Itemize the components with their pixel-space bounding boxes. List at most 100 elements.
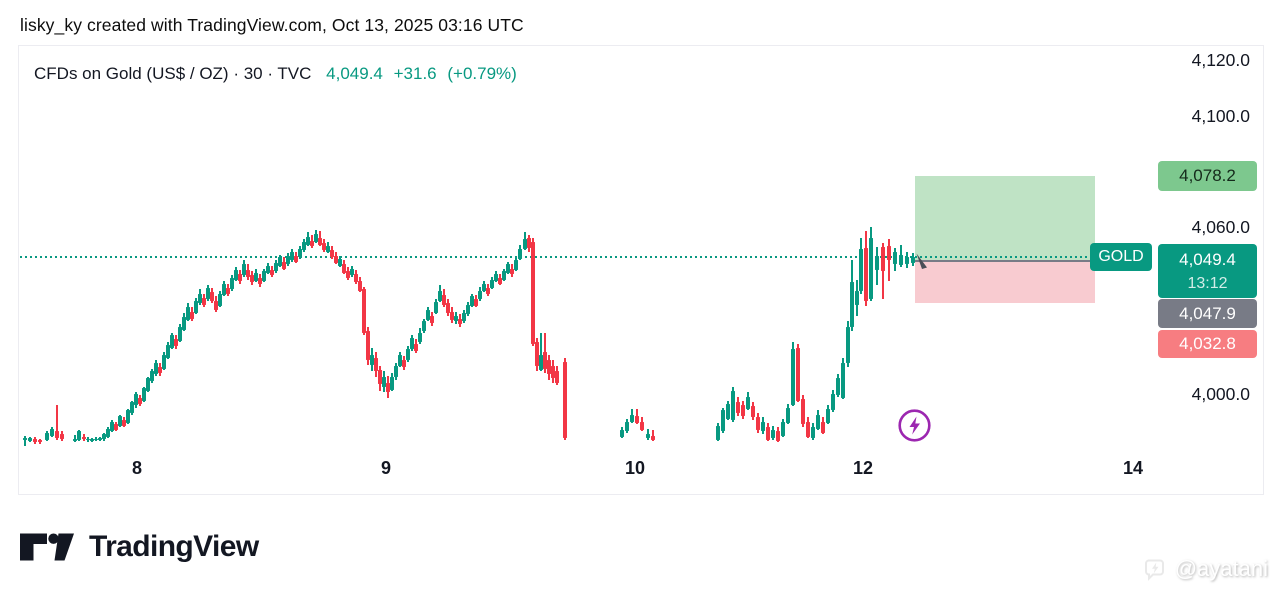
candle-body — [868, 237, 874, 300]
legend-change: +31.6 — [393, 64, 437, 83]
x-axis-label[interactable]: 8 — [131, 458, 142, 478]
candle-body — [501, 271, 507, 280]
position-profit-box[interactable] — [915, 176, 1095, 261]
target-price-badge[interactable]: 4,078.2 — [1158, 161, 1257, 192]
legend-change-pct: (+0.79%) — [447, 64, 517, 83]
chart-legend[interactable]: CFDs on Gold (US$ / OZ) · 30 · TVC 4,049… — [34, 64, 523, 84]
candle-body — [755, 417, 761, 430]
candle-body — [413, 343, 419, 351]
candle-body — [910, 256, 916, 263]
candle-body — [715, 425, 721, 440]
candle-body — [337, 258, 343, 266]
candle-body — [542, 352, 548, 369]
candle-body — [858, 249, 864, 291]
candle-body — [845, 326, 851, 364]
candle-body — [554, 371, 560, 383]
candle-body — [321, 243, 327, 251]
candle-body — [345, 271, 351, 279]
x-axis-label[interactable]: 14 — [1122, 458, 1144, 478]
current-price-badge[interactable]: 4,049.4 13:12 — [1158, 243, 1257, 298]
candle-body — [730, 390, 736, 421]
candle-body — [509, 268, 515, 275]
current-price-line — [20, 255, 1090, 258]
candle-body — [281, 261, 287, 269]
candle-body — [790, 349, 796, 405]
candle-body — [293, 255, 299, 262]
candle-body — [550, 365, 556, 379]
candle-body — [830, 393, 836, 411]
candle-body — [513, 260, 519, 270]
candle-body — [369, 354, 375, 365]
candle-body — [389, 377, 395, 390]
candle-body — [157, 367, 163, 373]
y-axis-label[interactable]: 4,000.0 — [1191, 384, 1250, 405]
candle-body — [505, 264, 511, 273]
candle-body — [365, 331, 371, 361]
candle-body — [854, 290, 860, 305]
candle-body — [522, 239, 528, 250]
candle-body — [229, 278, 235, 290]
candle-body — [530, 242, 536, 344]
candle-body — [193, 300, 199, 314]
y-axis-label[interactable]: 4,100.0 — [1191, 105, 1250, 126]
candle-body — [357, 281, 363, 291]
candle-body — [217, 293, 223, 307]
candle-body — [161, 354, 167, 369]
candle-body — [405, 349, 411, 361]
candle-body — [437, 290, 443, 301]
candle-body — [785, 407, 791, 423]
candle-body — [650, 435, 656, 440]
candle-body — [453, 315, 459, 322]
symbol-title[interactable]: CFDs on Gold (US$ / OZ) · 30 · TVC — [34, 64, 312, 83]
candle-body — [177, 326, 183, 341]
candle-body — [245, 269, 251, 277]
candle-body — [429, 315, 435, 323]
candle-body — [76, 431, 82, 440]
candle-body — [249, 275, 255, 283]
lightning-circle-icon[interactable] — [897, 408, 932, 443]
candle-body — [526, 238, 532, 248]
candle-wick — [652, 429, 654, 442]
candle-body — [815, 414, 821, 429]
candle-body — [153, 363, 159, 375]
candle-body — [181, 317, 187, 330]
candle-body — [85, 438, 91, 441]
candle-body — [421, 321, 427, 332]
creator-watermark: @ayatani — [1144, 556, 1268, 582]
candle-body — [105, 428, 111, 437]
candle-body — [125, 410, 131, 423]
candle-body — [241, 264, 247, 276]
candle-body — [141, 388, 147, 401]
legend-values: 4,049.4 +31.6 (+0.79%) — [326, 64, 523, 83]
candle-body — [145, 378, 151, 391]
candle-body — [886, 246, 892, 260]
x-axis-label[interactable]: 10 — [624, 458, 646, 478]
y-axis-label[interactable]: 4,060.0 — [1191, 217, 1250, 238]
stop-price-badge[interactable]: 4,032.8 — [1158, 329, 1257, 358]
candle-body — [49, 429, 55, 436]
candle-body — [169, 335, 175, 348]
candle-body — [538, 354, 544, 371]
candle-body — [253, 272, 259, 282]
symbol-price-flag[interactable]: GOLD — [1090, 242, 1152, 271]
candle-body — [629, 414, 635, 422]
candle-body — [285, 255, 291, 265]
entry-price-badge[interactable]: 4,047.9 — [1158, 298, 1257, 328]
candle-body — [165, 345, 171, 358]
position-loss-box[interactable] — [915, 260, 1095, 303]
candle-body — [481, 283, 487, 291]
candle-body — [745, 396, 751, 410]
candle-body — [72, 438, 78, 441]
x-axis-label[interactable]: 9 — [380, 458, 391, 478]
attribution-text: lisky_ky created with TradingView.com, O… — [20, 15, 524, 35]
position-entry-line[interactable] — [915, 259, 1095, 262]
x-axis-label[interactable]: 12 — [852, 458, 874, 478]
candle-body — [301, 242, 307, 251]
candle-body — [765, 427, 771, 440]
y-axis-label[interactable]: 4,120.0 — [1191, 50, 1250, 71]
candle-body — [497, 278, 503, 284]
candle-body — [44, 432, 50, 440]
candle-body — [333, 255, 339, 263]
legend-last-price: 4,049.4 — [326, 64, 383, 83]
